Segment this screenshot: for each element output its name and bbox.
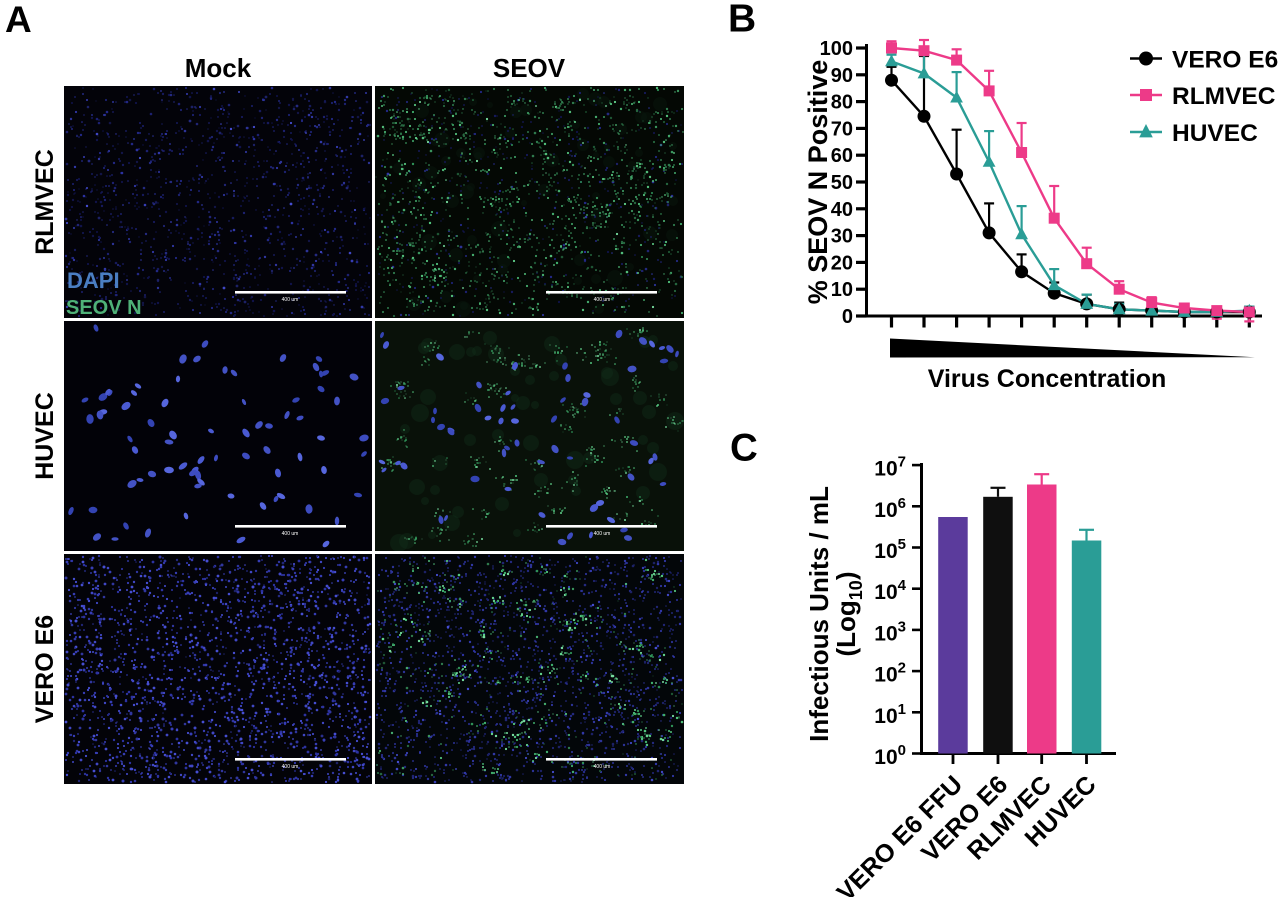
svg-text:400 um: 400 um <box>594 531 611 537</box>
svg-text:400 um: 400 um <box>282 531 299 537</box>
svg-text:400 um: 400 um <box>282 297 299 303</box>
svg-text:400 um: 400 um <box>594 297 611 303</box>
